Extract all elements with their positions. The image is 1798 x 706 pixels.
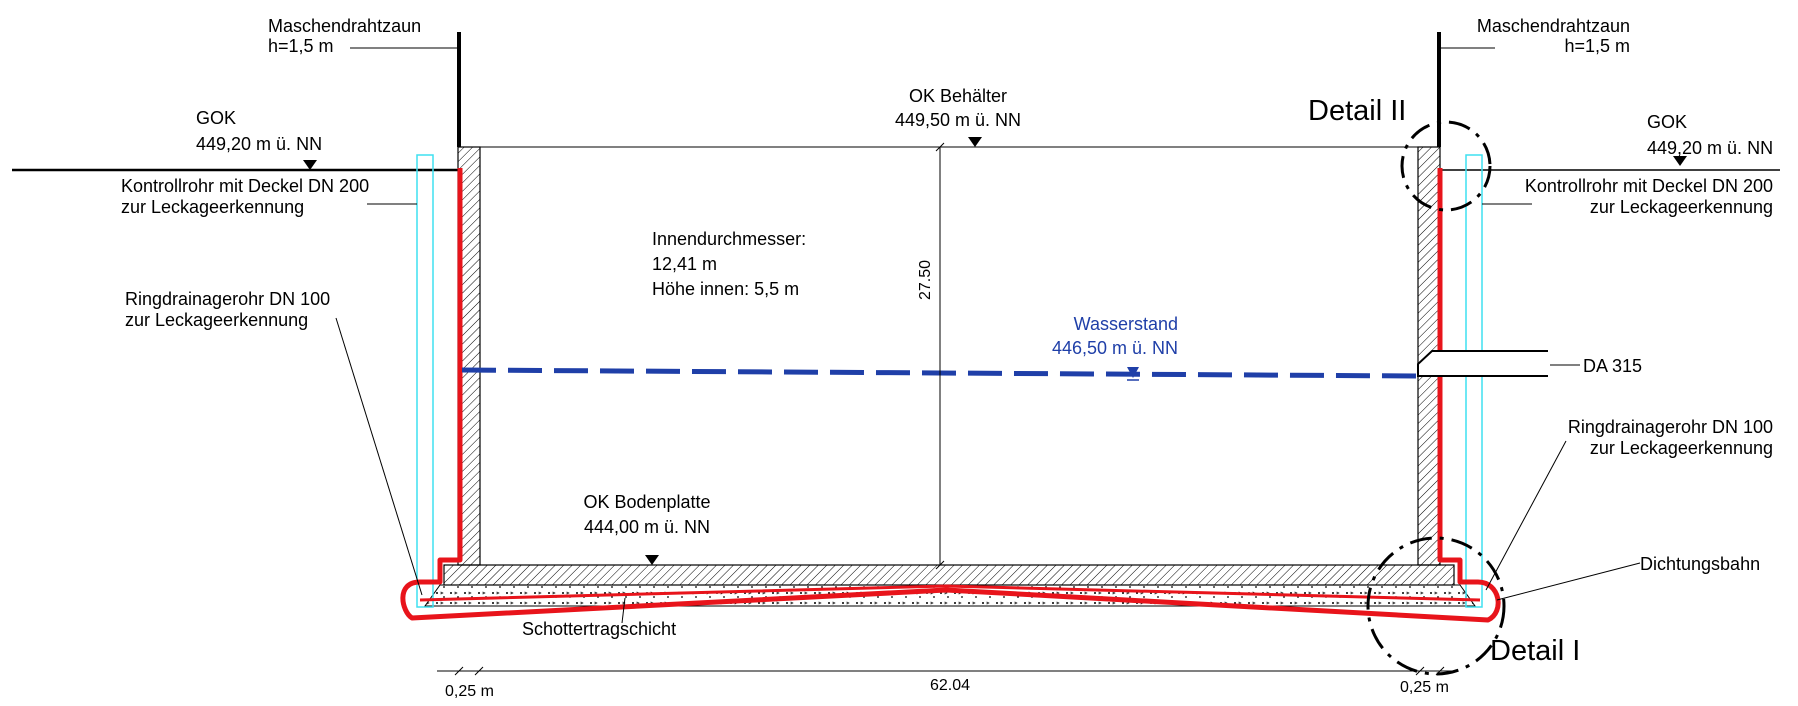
ok-tank-marker [968,137,982,147]
liner-bottom-profile [419,584,1481,602]
height-dimension-tick-bottom [935,560,945,570]
water-level-marker [1127,367,1139,378]
control-pipe-left [416,154,434,608]
detail-2-circle [1400,120,1492,212]
control-left-label-2: zur Leckageerkennung [121,197,304,217]
dim-left-value: 0,25 m [445,683,494,700]
drain-right-label-2: zur Leckageerkennung [1590,438,1773,458]
base-plate-label-1: OK Bodenplatte [583,492,710,512]
liner-leader [1496,562,1641,601]
height-dimension-tick-top [935,142,945,152]
gok-left-marker [303,160,317,170]
drain-left-leader [335,317,423,596]
water-level-label-1: Wasserstand [1074,314,1178,334]
dim-width-value: 62.04 [930,677,970,694]
inner-diameter-label: Innendurchmesser: [652,229,806,249]
outlet-pipe-label: DA 315 [1583,356,1642,376]
detail-1-label: Detail I [1490,635,1580,667]
dim-tick-2 [474,666,484,676]
fence-left-label-1: Maschendrahtzaun [268,16,421,36]
sealing-liner [400,168,1501,623]
base-plate-marker [645,555,659,565]
drain-left-label-1: Ringdrainagerohr DN 100 [125,289,330,309]
gok-right-label-2: 449,20 m ü. NN [1647,138,1773,158]
ok-tank-label-1: OK Behälter [909,86,1007,106]
control-right-label-2: zur Leckageerkennung [1590,197,1773,217]
fence-post-left [457,32,461,147]
detail-2-label: Detail II [1308,95,1406,127]
base-plate-label-2: 444,00 m ü. NN [584,517,710,537]
liner-label: Dichtungsbahn [1640,554,1760,574]
fence-right-label-1: Maschendrahtzaun [1477,16,1630,36]
outlet-pipe [1417,350,1548,377]
dim-tick-4 [1435,666,1445,676]
height-dimension-value: 27.50 [917,260,934,300]
ok-tank-label-2: 449,50 m ü. NN [895,110,1021,130]
inner-diameter-value: 12,41 m [652,254,717,274]
dim-tick-1 [454,666,464,676]
gok-right-marker [1673,156,1687,166]
fence-post-right [1437,32,1441,147]
gok-left-label-1: GOK [196,108,236,128]
dim-tick-3 [1415,666,1425,676]
base-plate [443,564,1455,586]
fence-left-label-2: h=1,5 m [268,36,334,56]
fence-right-label-2: h=1,5 m [1564,36,1630,56]
drain-right-label-1: Ringdrainagerohr DN 100 [1568,417,1773,437]
drain-left-label-2: zur Leckageerkennung [125,310,308,330]
control-left-label-1: Kontrollrohr mit Deckel DN 200 [121,176,369,196]
detail-1-circle [1366,536,1506,676]
control-pipe-right [1465,154,1483,608]
inner-height-label: Höhe innen: 5,5 m [652,279,799,299]
gravel-leader [621,597,626,624]
control-right-label-1: Kontrollrohr mit Deckel DN 200 [1525,176,1773,196]
gok-left-label-2: 449,20 m ü. NN [196,134,322,154]
water-level-label-2: 446,50 m ü. NN [1052,338,1178,358]
gok-right-label-1: GOK [1647,112,1687,132]
dim-right-value: 0,25 m [1400,679,1449,696]
gravel-label: Schottertragschicht [522,619,676,639]
drain-right-leader [1485,440,1567,591]
